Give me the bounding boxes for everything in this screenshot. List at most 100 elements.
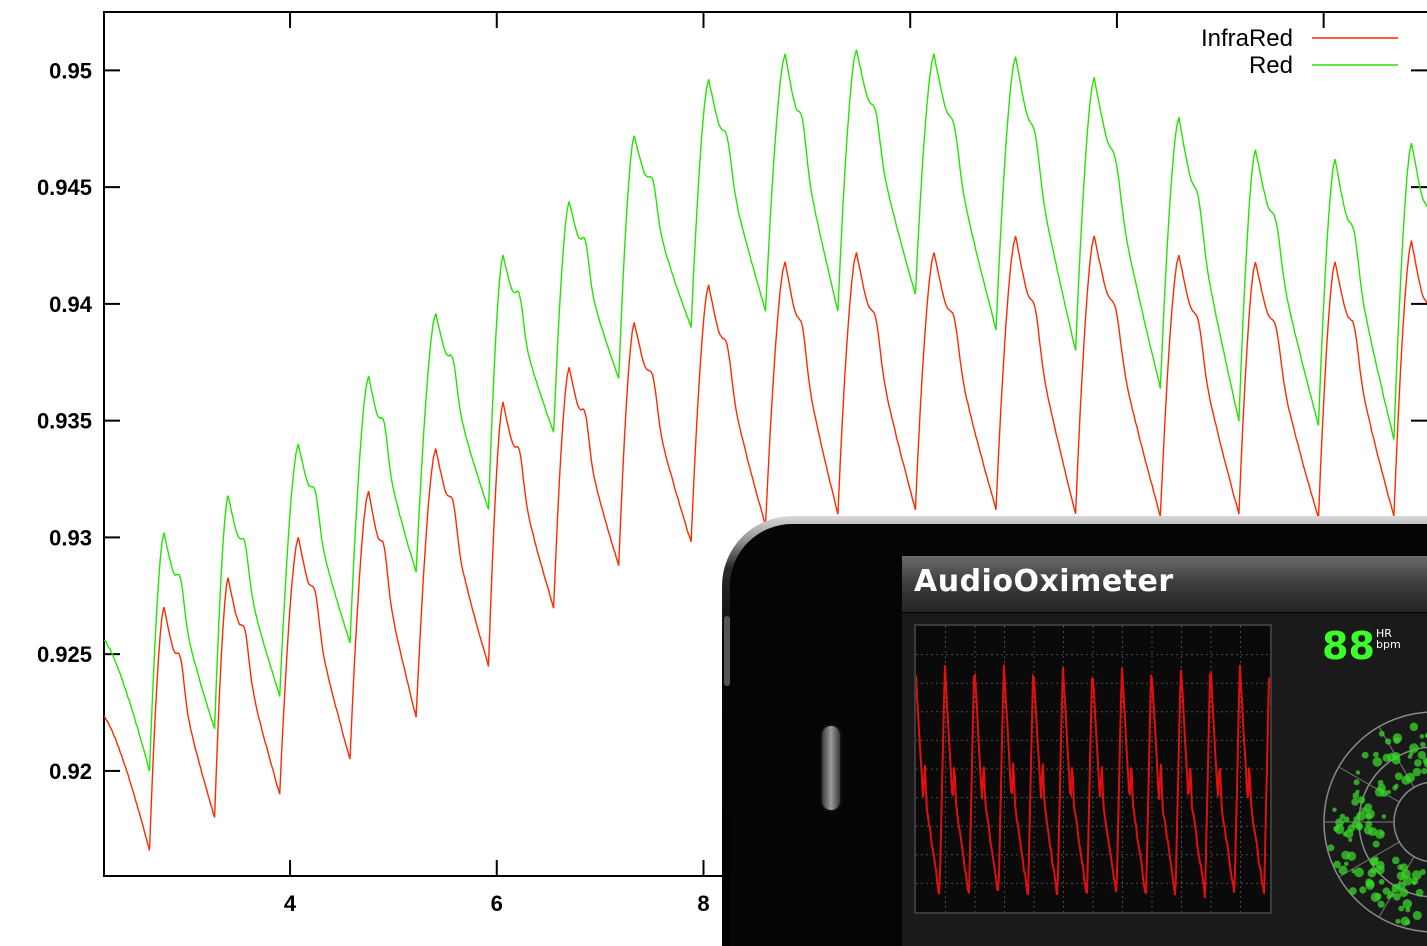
radar-dot (1365, 812, 1373, 820)
series-line-infrared (103, 235, 1427, 851)
heart-rate-value: 88 (1322, 624, 1375, 668)
waveform-plot (915, 626, 1271, 912)
radar-dot (1415, 888, 1424, 897)
phone-side-button (724, 616, 730, 686)
radar-dot (1412, 767, 1422, 777)
radar-dot (1374, 892, 1382, 900)
radar-dot (1393, 737, 1401, 744)
radar-dot (1361, 751, 1369, 759)
phone-screen: AudioOximeter 3. 88 HR bpm (902, 556, 1427, 946)
legend: InfraRed Red (1201, 25, 1398, 79)
radar-dot (1409, 751, 1414, 756)
phone-photo: AudioOximeter 3. 88 HR bpm (722, 516, 1427, 946)
radar-dot (1404, 919, 1411, 925)
radar-dot (1377, 900, 1385, 908)
radar-dot (1343, 861, 1349, 867)
radar-dot (1421, 767, 1427, 775)
radar-dot (1348, 837, 1353, 842)
radar-dot (1355, 770, 1361, 775)
radar-dot (1411, 870, 1422, 881)
radar-dot (1409, 743, 1419, 753)
radar-dot (1375, 865, 1385, 875)
radar-dot (1381, 814, 1387, 819)
radar-dot (1327, 844, 1335, 852)
radar-dot (1339, 813, 1346, 820)
y-tick-label: 0.92 (49, 759, 92, 784)
series-layer (103, 49, 1427, 851)
radar-dot (1378, 730, 1385, 737)
y-tick-label: 0.935 (37, 409, 92, 434)
radar-ring (1393, 781, 1427, 863)
radar-dot (1351, 798, 1359, 806)
radar-dot (1372, 757, 1383, 767)
radar-dot (1379, 831, 1384, 836)
radar-dot (1353, 816, 1360, 823)
radar-dot (1395, 918, 1401, 924)
radar-spoke (1338, 841, 1400, 878)
radar-dot (1352, 792, 1360, 799)
radar-dot (1334, 824, 1345, 835)
radar-dot (1333, 860, 1341, 869)
heart-rate-label: HR (1376, 627, 1392, 640)
x-tick-label: 6 (491, 891, 503, 916)
radar-dot (1382, 753, 1391, 762)
radar-dot (1368, 827, 1378, 837)
radar-spoke (1338, 766, 1400, 803)
radar-dot (1372, 840, 1380, 848)
radar-dot (1391, 755, 1401, 765)
radar-dot (1355, 822, 1363, 829)
radar-dot (1392, 856, 1400, 865)
radar-dot (1357, 796, 1366, 804)
x-tick-label: 4 (284, 891, 297, 916)
heart-rate-unit: HR bpm (1376, 628, 1401, 650)
radar-dot (1386, 790, 1391, 795)
radar-dot (1402, 899, 1413, 909)
radar-dot (1370, 867, 1377, 874)
radar-dot (1417, 750, 1427, 760)
x-tick-label: 8 (697, 891, 709, 916)
radar-dot (1423, 758, 1427, 768)
radar-dot (1391, 883, 1401, 893)
app-title: AudioOximeter (914, 564, 1174, 599)
radar-dot (1338, 865, 1348, 875)
radar-dot (1382, 887, 1391, 895)
radar-dot (1405, 772, 1415, 783)
radar-dot (1402, 875, 1413, 886)
phone-waveform-line (915, 664, 1271, 899)
radar-dot (1420, 741, 1426, 748)
radar-dot (1409, 722, 1419, 732)
radar-dot (1364, 803, 1373, 812)
legend-label-red: Red (1249, 52, 1293, 79)
y-tick-label: 0.945 (37, 175, 92, 200)
radar-dot (1374, 787, 1385, 797)
radar-dot (1359, 886, 1367, 894)
radar-dot (1342, 831, 1348, 837)
radar-dot (1399, 887, 1409, 898)
y-tick-label: 0.925 (37, 642, 92, 667)
radar-dot (1343, 816, 1350, 823)
series-line-red (104, 49, 1427, 772)
y-tick-label: 0.95 (49, 58, 92, 83)
radar-dot (1332, 807, 1337, 813)
radar-dot (1412, 910, 1422, 920)
radar-dot (1392, 785, 1398, 791)
radar-dot (1354, 867, 1364, 878)
radar-dot (1353, 779, 1360, 786)
radar-dot (1384, 738, 1392, 745)
heart-rate-unit-label: bpm (1376, 638, 1401, 651)
radar-dot (1394, 772, 1403, 781)
radar-display (1323, 711, 1427, 933)
radar-dot (1378, 879, 1385, 885)
radar-dot (1365, 820, 1373, 828)
phone-speaker (820, 724, 842, 812)
radar-dot (1347, 824, 1356, 832)
radar-dot (1419, 868, 1426, 876)
radar-dot (1348, 887, 1357, 896)
radar-dot (1393, 892, 1401, 901)
y-tick-label: 0.94 (49, 292, 93, 317)
radar-dot (1373, 751, 1379, 758)
radar-dot (1414, 759, 1422, 767)
radar-dot (1419, 734, 1425, 739)
radar-dot (1398, 905, 1405, 912)
radar-dot (1397, 864, 1404, 871)
